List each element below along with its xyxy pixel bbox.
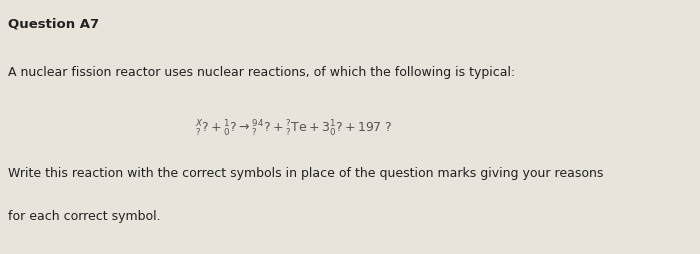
Text: Write this reaction with the correct symbols in place of the question marks givi: Write this reaction with the correct sym… — [8, 166, 604, 179]
Text: for each correct symbol.: for each correct symbol. — [8, 210, 161, 223]
Text: Question A7: Question A7 — [8, 18, 99, 31]
Text: A nuclear fission reactor uses nuclear reactions, of which the following is typi: A nuclear fission reactor uses nuclear r… — [8, 66, 516, 79]
Text: $^{X}_{?}? + ^{1}_{0}? \rightarrow ^{94}_{?}? + ^{?}_{?}\mathrm{Te} + 3^{1}_{0}?: $^{X}_{?}? + ^{1}_{0}? \rightarrow ^{94}… — [195, 118, 393, 138]
